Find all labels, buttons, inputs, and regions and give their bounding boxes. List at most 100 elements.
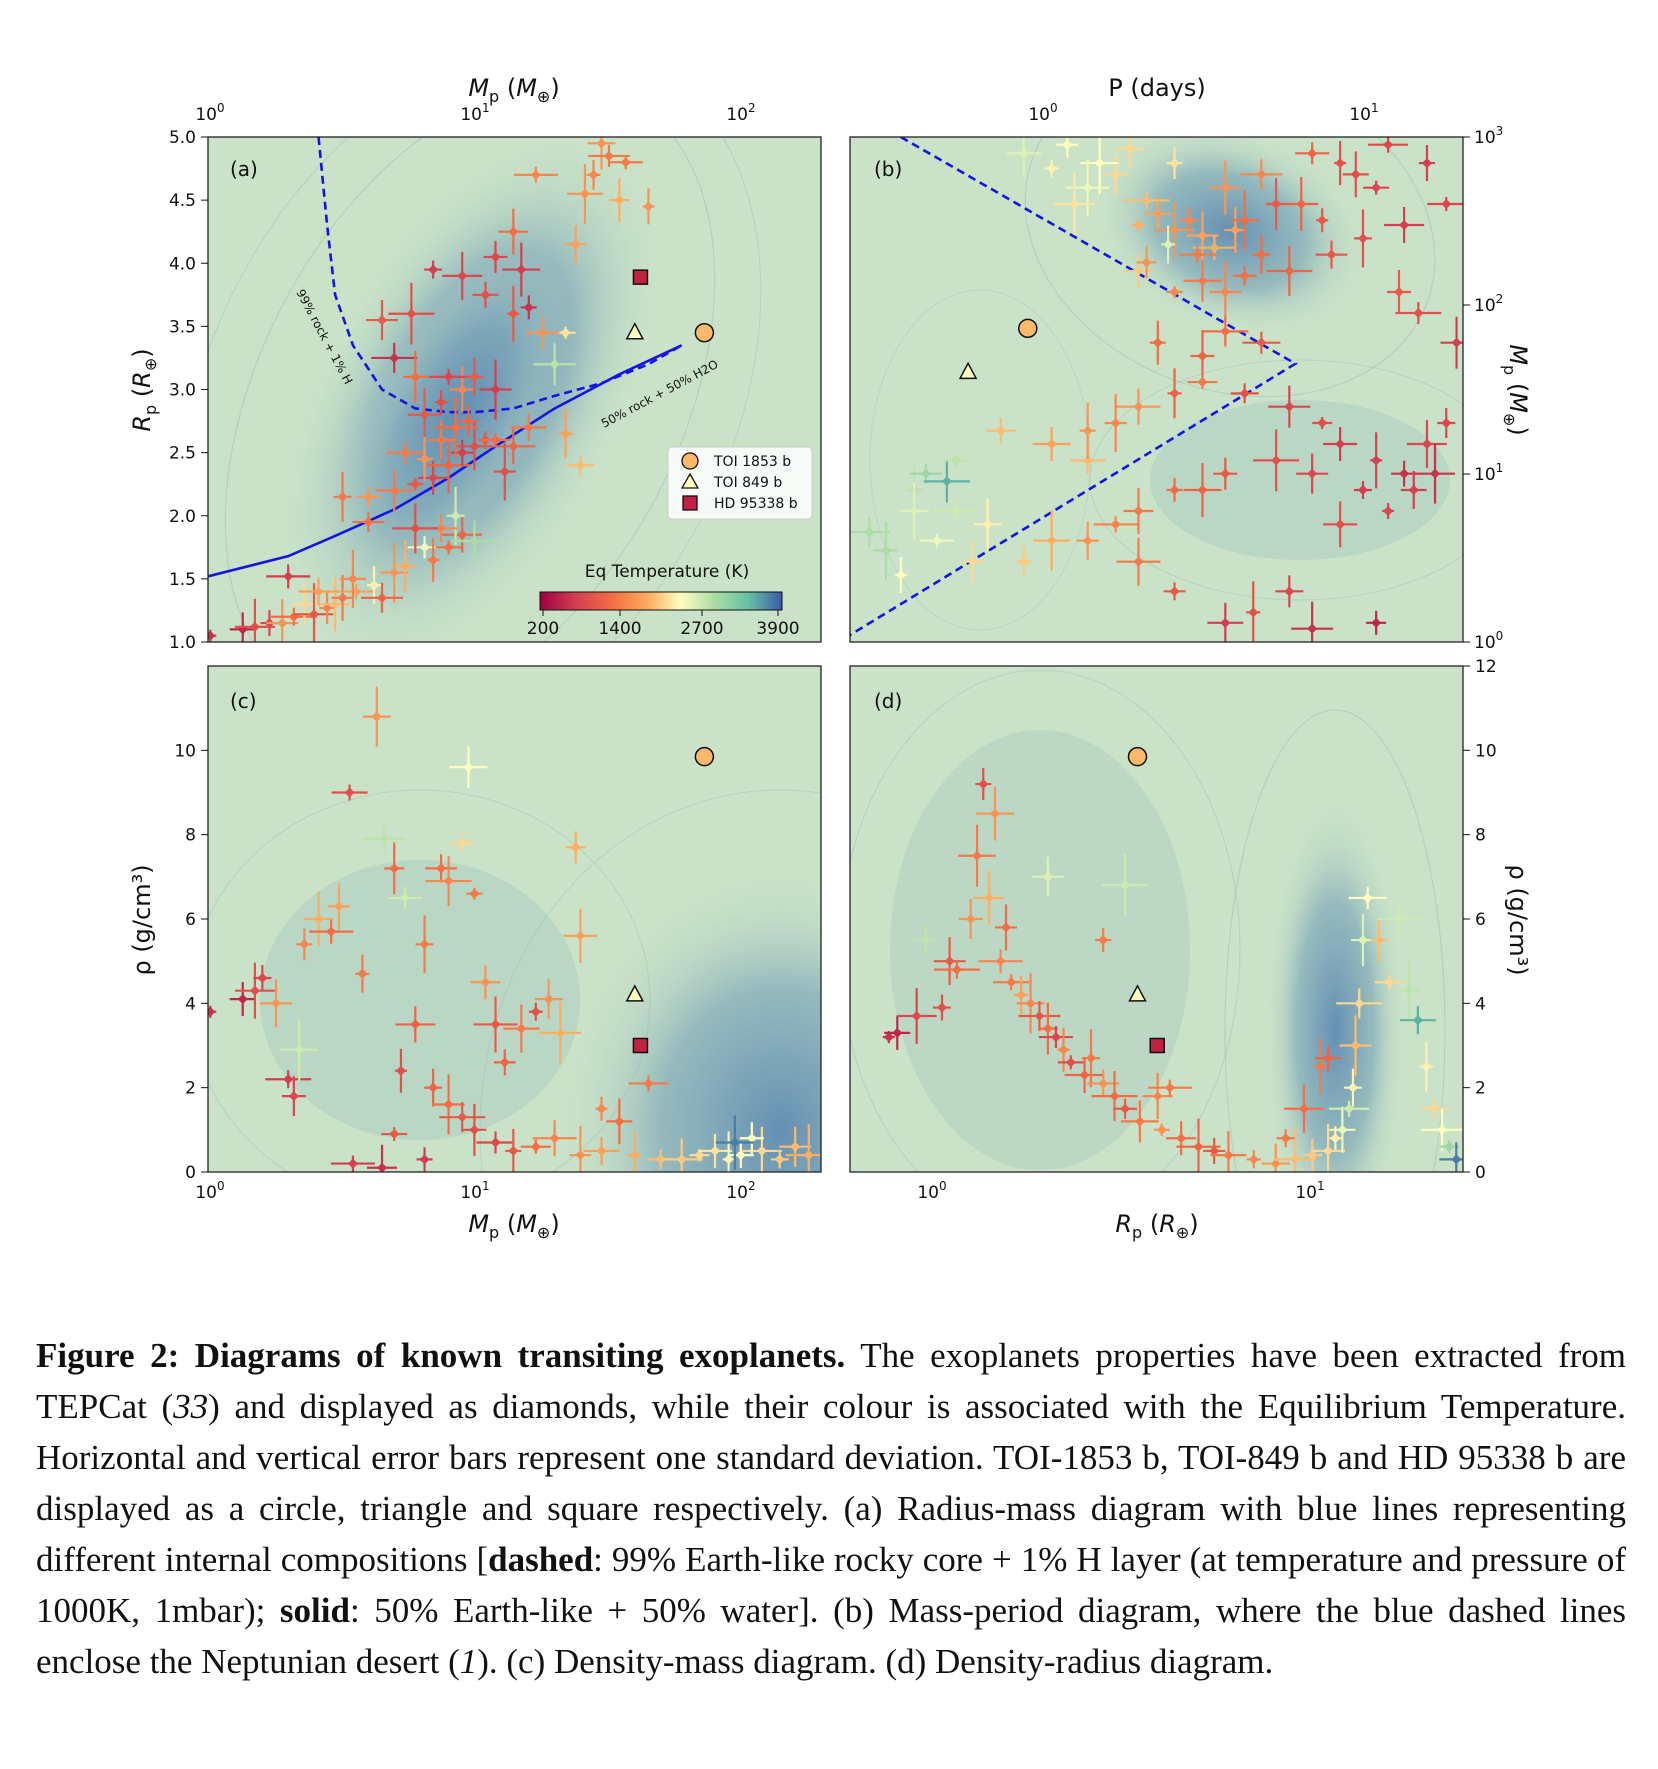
- toi1853b-marker: [1018, 318, 1038, 339]
- panel-b-frame: [849, 136, 1464, 643]
- exoplanet-diamond: [1164, 1082, 1175, 1093]
- legend: TOI 1853 b TOI 849 b HD 95338 b: [667, 446, 813, 520]
- exoplanet-diamond: [676, 1154, 687, 1165]
- exoplanet-diamond: [1169, 388, 1180, 399]
- exoplanet-diamond: [337, 592, 348, 603]
- exoplanet-diamond: [389, 863, 400, 874]
- panel-d-xtick-10: 101: [1295, 1179, 1324, 1203]
- exoplanet-diamond: [1133, 506, 1144, 517]
- panel-b-ylabel: Mp (M⊕): [1500, 344, 1532, 435]
- colorbar-title: Eq Temperature (K): [585, 562, 749, 582]
- exoplanet-diamond: [895, 570, 906, 581]
- exoplanet-diamond: [1384, 977, 1395, 988]
- exoplanet-diamond: [995, 956, 1006, 967]
- caption-solid-word: solid: [279, 1591, 350, 1630]
- toi849b-marker: [625, 322, 645, 340]
- exoplanet-diamond: [1429, 1103, 1440, 1114]
- panel-a-letter: (a): [230, 157, 258, 181]
- exoplanet-diamond: [508, 308, 519, 319]
- y-tick-label: 1.0: [169, 633, 196, 653]
- exoplanet-diamond: [1350, 1040, 1361, 1051]
- y-tick-label: 2: [185, 1079, 196, 1099]
- exoplanet-diamond: [984, 892, 995, 903]
- exoplanet-diamond: [965, 914, 976, 924]
- exoplanet-diamond: [330, 599, 341, 610]
- exoplanet-diamond: [1184, 215, 1195, 226]
- exoplanet-diamond: [1256, 337, 1267, 348]
- exoplanet-diamond: [530, 169, 541, 180]
- exoplanet-diamond: [436, 863, 447, 874]
- exoplanet-diamond: [400, 447, 411, 458]
- exoplanet-diamond: [1326, 249, 1337, 260]
- exoplanet-diamond: [469, 1124, 480, 1135]
- exoplanet-diamond: [1256, 169, 1267, 180]
- exoplanet-diamond: [457, 384, 468, 395]
- exoplanet-diamond: [428, 554, 439, 565]
- exoplanet-diamond: [410, 371, 421, 382]
- exoplanet-diamond: [1230, 225, 1241, 236]
- exoplanet-diamond: [1042, 1023, 1053, 1034]
- exoplanet-diamond: [1109, 1091, 1120, 1102]
- exoplanet-diamond: [995, 425, 1006, 436]
- exoplanet-diamond: [555, 1027, 566, 1038]
- panel-c-xtick-100: 102: [726, 1179, 755, 1203]
- exoplanet-diamond: [1163, 239, 1174, 250]
- panel-b-highlighted-planets: [958, 318, 1038, 380]
- exoplanet-diamond: [1169, 287, 1180, 298]
- exoplanet-diamond: [1220, 287, 1231, 298]
- panel-c-ylabel: ρ (g/cm³): [128, 864, 156, 975]
- exoplanet-diamond: [450, 510, 461, 521]
- panel-a-top-axis-title: Mp (M⊕): [468, 74, 559, 106]
- exoplanet-diamond: [1110, 519, 1121, 530]
- exoplanet-diamond: [1399, 468, 1410, 479]
- exoplanet-diamond: [596, 1145, 607, 1156]
- toi1853b-marker: [694, 322, 715, 343]
- exoplanet-diamond: [419, 542, 430, 553]
- exoplanet-diamond: [1239, 215, 1250, 226]
- exoplanet-diamond: [344, 787, 355, 798]
- exoplanet-diamond: [596, 138, 607, 149]
- panel-c-xtick-10: 101: [460, 1179, 489, 1203]
- y-tick-label: 2.5: [169, 444, 196, 464]
- exoplanet-diamond: [436, 435, 447, 445]
- exoplanet-diamond: [1169, 484, 1180, 495]
- exoplanet-diamond: [803, 1150, 814, 1161]
- dashed-composition-curve: [850, 137, 1298, 637]
- exoplanet-diamond: [1220, 617, 1231, 628]
- exoplanet-diamond: [249, 985, 260, 996]
- y-tick-label: 6: [1475, 910, 1486, 930]
- exoplanet-diamond: [1209, 1145, 1220, 1156]
- exoplanet-diamond: [377, 592, 388, 603]
- panel-d-density-contours: [850, 669, 1446, 1172]
- y-tick-label: 3.0: [169, 381, 196, 401]
- legend-circle-marker: [681, 452, 699, 470]
- exoplanet-diamond: [1335, 439, 1346, 450]
- exoplanet-diamond: [1082, 425, 1093, 436]
- exoplanet-diamond: [1248, 607, 1259, 618]
- exoplanet-diamond: [549, 359, 560, 370]
- panel-a-top-tick-1: 100: [195, 101, 224, 125]
- exoplanet-diamond: [892, 1027, 903, 1038]
- hd95338b-marker: [632, 269, 649, 285]
- caption-ref-1: 1: [459, 1642, 478, 1681]
- panel-c-exoplanet-points: [208, 686, 821, 1172]
- exoplanet-diamond: [1034, 1010, 1045, 1021]
- panel-b-exoplanet-points: [850, 137, 1463, 642]
- exoplanet-diamond: [735, 1150, 746, 1161]
- panel-a-y-ticks: 1.0 1.5 2.0 2.5 3.0 3.5 4.0 4.5 5.0: [169, 128, 208, 653]
- exoplanet-diamond: [1315, 1061, 1326, 1072]
- exoplanet-diamond: [1062, 139, 1073, 150]
- exoplanet-diamond: [1413, 308, 1424, 319]
- exoplanet-diamond: [614, 195, 625, 206]
- exoplanet-diamond: [944, 956, 955, 967]
- exoplanet-diamond: [436, 397, 447, 408]
- exoplanet-diamond: [1317, 215, 1328, 226]
- figure: (a) 99% rock + 1% H 50% rock + 50% H2O T…: [128, 74, 1532, 1242]
- caption-ref-33: 33: [173, 1387, 209, 1426]
- exoplanet-diamond: [1441, 198, 1452, 209]
- exoplanet-diamond: [237, 994, 248, 1005]
- y-tick-label: 2.0: [169, 507, 196, 527]
- exoplanet-diamond: [951, 506, 962, 517]
- exoplanet-diamond: [549, 1133, 560, 1144]
- exoplanet-diamond: [1016, 989, 1027, 1000]
